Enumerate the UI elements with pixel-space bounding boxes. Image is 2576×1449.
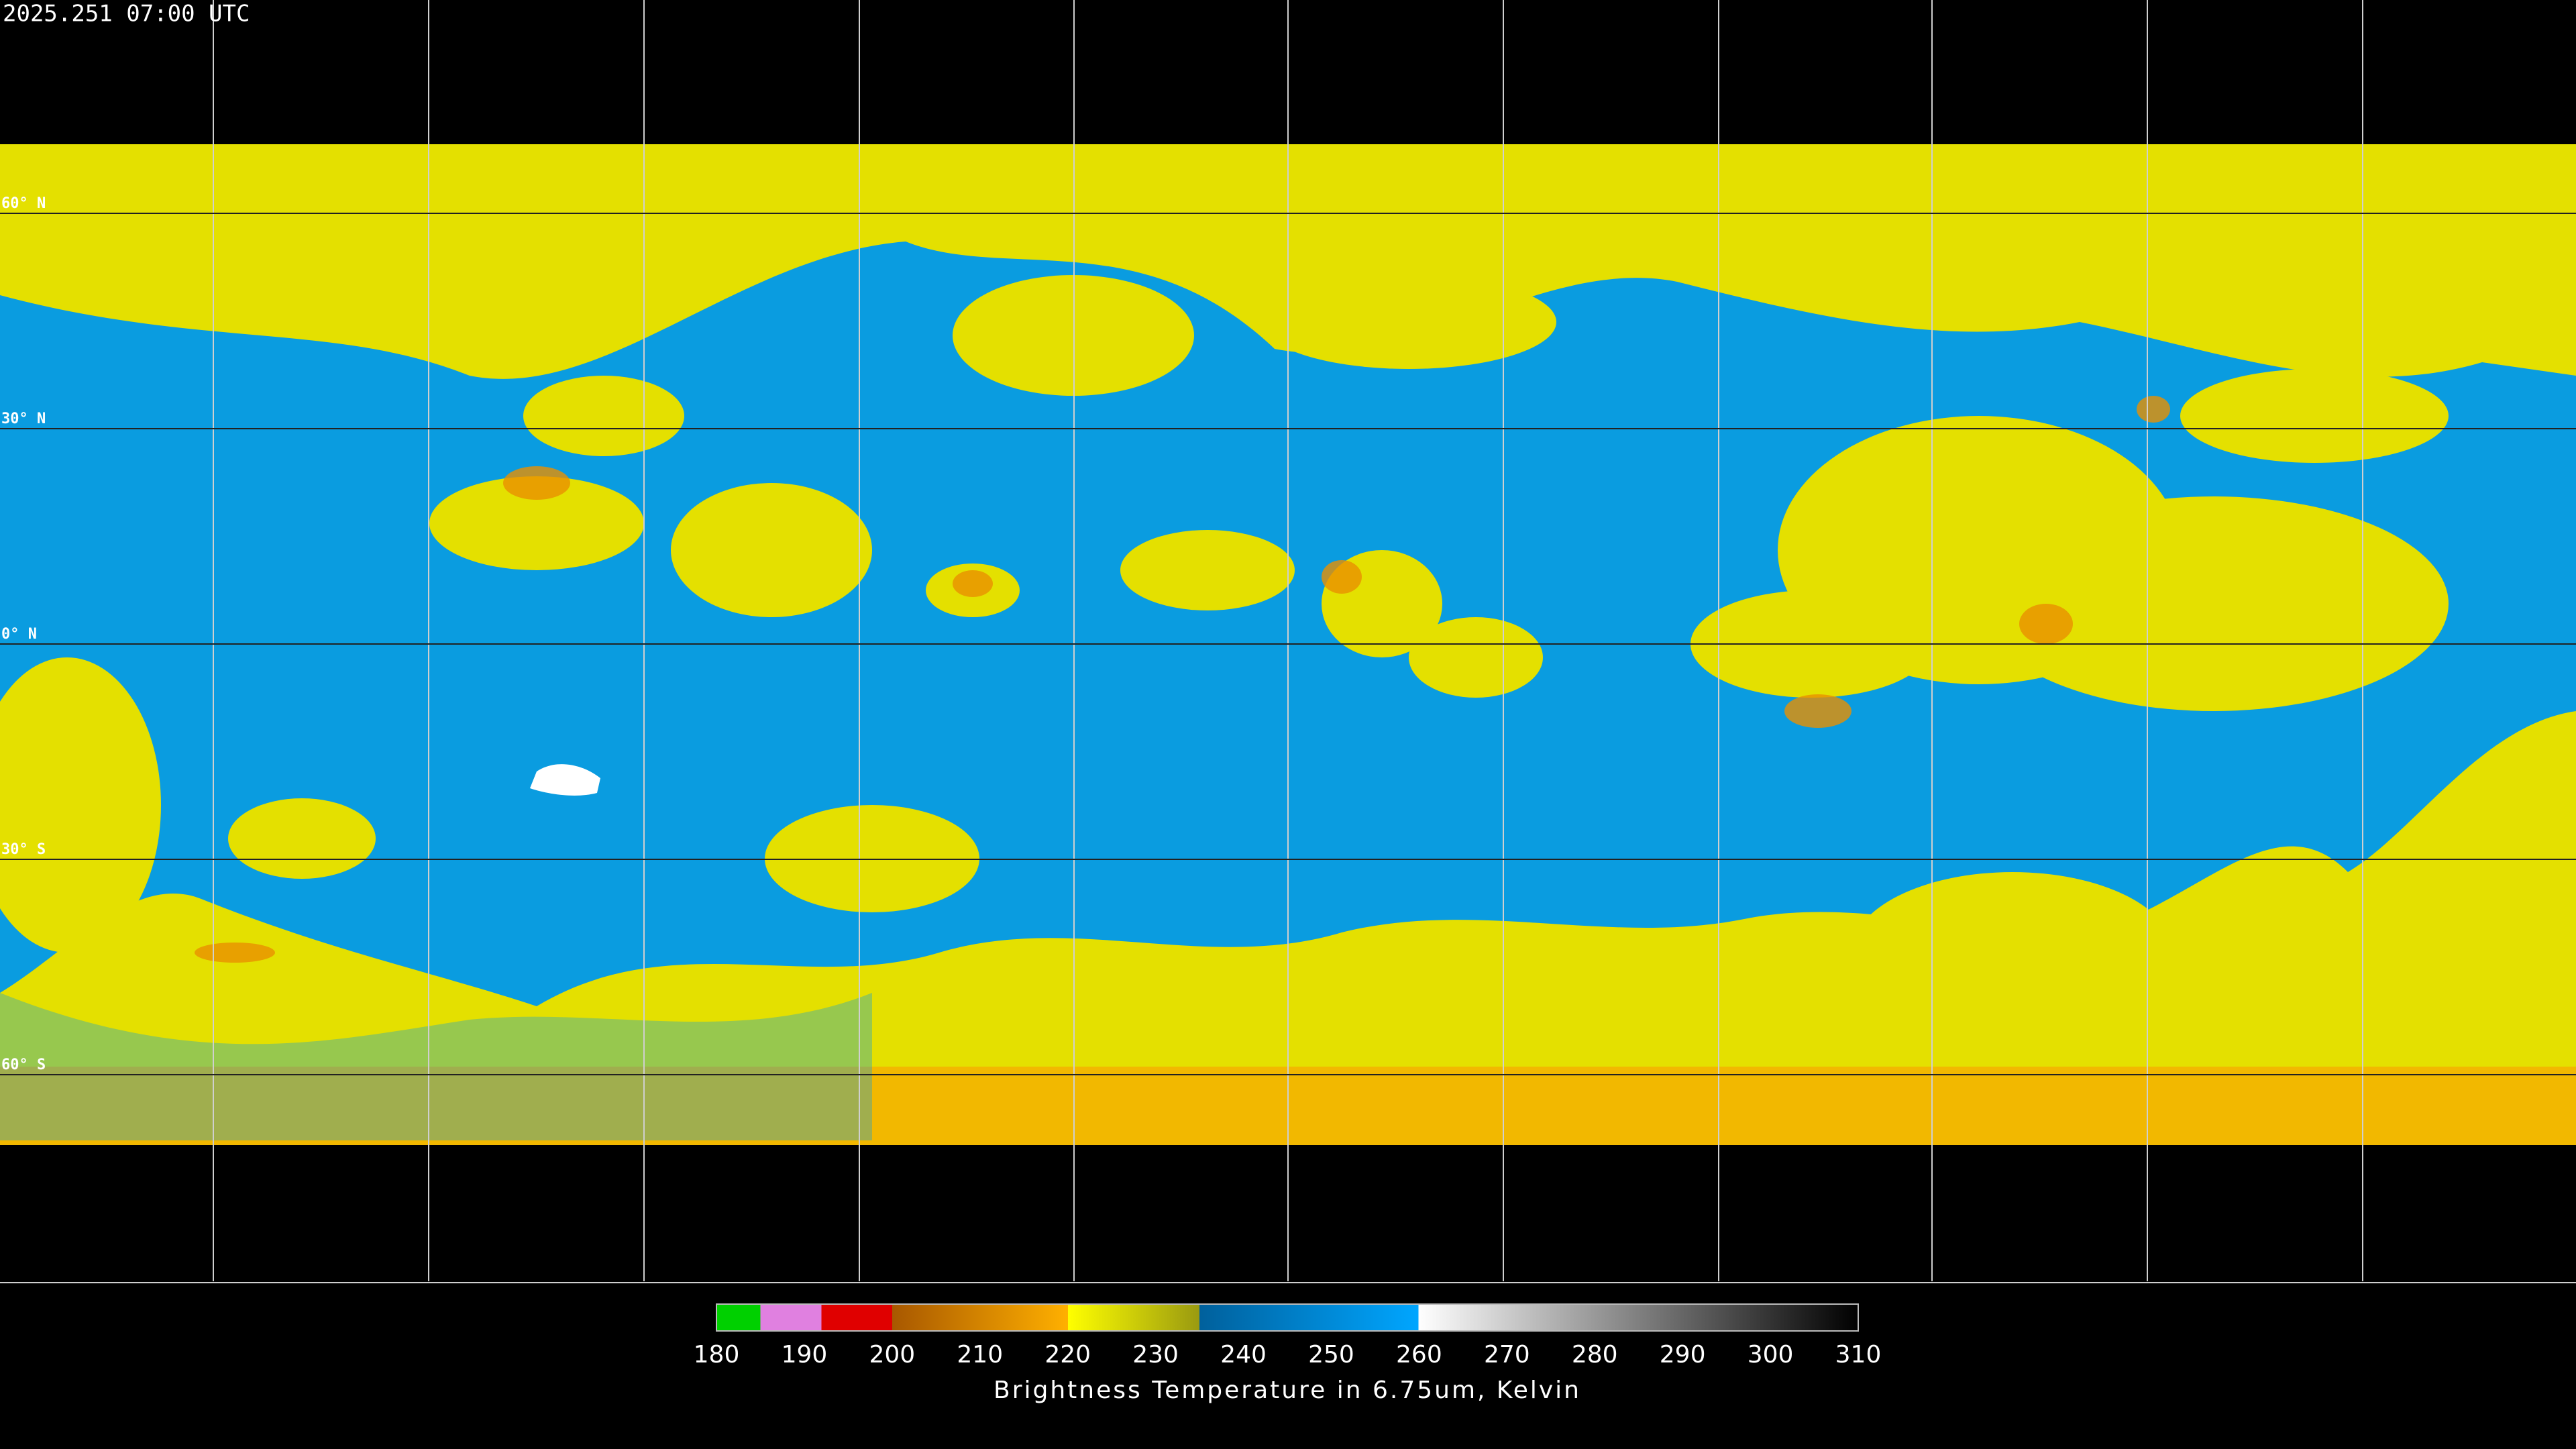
colorbar-tick-label: 280	[1572, 1341, 1618, 1368]
colorbar-label: Brightness Temperature in 6.75um, Kelvin	[994, 1377, 1581, 1404]
colorbar-tick-label: 180	[694, 1341, 740, 1368]
colorbar-tick-label: 230	[1132, 1341, 1179, 1368]
latitude-grid: 60° N 30° N 0° N 30° S 60° S	[0, 195, 2576, 1075]
latitude-label: 60° N	[1, 195, 46, 212]
colorbar	[716, 1303, 1859, 1332]
latitude-label: 30° N	[1, 411, 46, 427]
colorbar-tick-label: 210	[957, 1341, 1003, 1368]
colorbar-tick-label: 310	[1835, 1341, 1882, 1368]
colorbar-tick-label: 250	[1308, 1341, 1354, 1368]
colorbar-tick-label: 190	[782, 1341, 828, 1368]
colorbar-tick-label: 270	[1484, 1341, 1530, 1368]
colorbar-ticks: 180 190 200 210 220 230 240 250 260 270 280 290 300 3…	[694, 1341, 1882, 1368]
colorbar-tick-label: 290	[1660, 1341, 1706, 1368]
colorbar-tick-label: 220	[1044, 1341, 1091, 1368]
latitude-label: 0° N	[1, 626, 37, 643]
colorbar-tick-label: 260	[1396, 1341, 1442, 1368]
latitude-label: 30° S	[1, 841, 46, 858]
colorbar-tick-label: 200	[869, 1341, 915, 1368]
timestamp: 2025.251 07:00 UTC	[3, 1, 250, 28]
colorbar-tick-label: 300	[1748, 1341, 1794, 1368]
colorbar-tick-label: 240	[1220, 1341, 1267, 1368]
latitude-label: 60° S	[1, 1057, 46, 1073]
